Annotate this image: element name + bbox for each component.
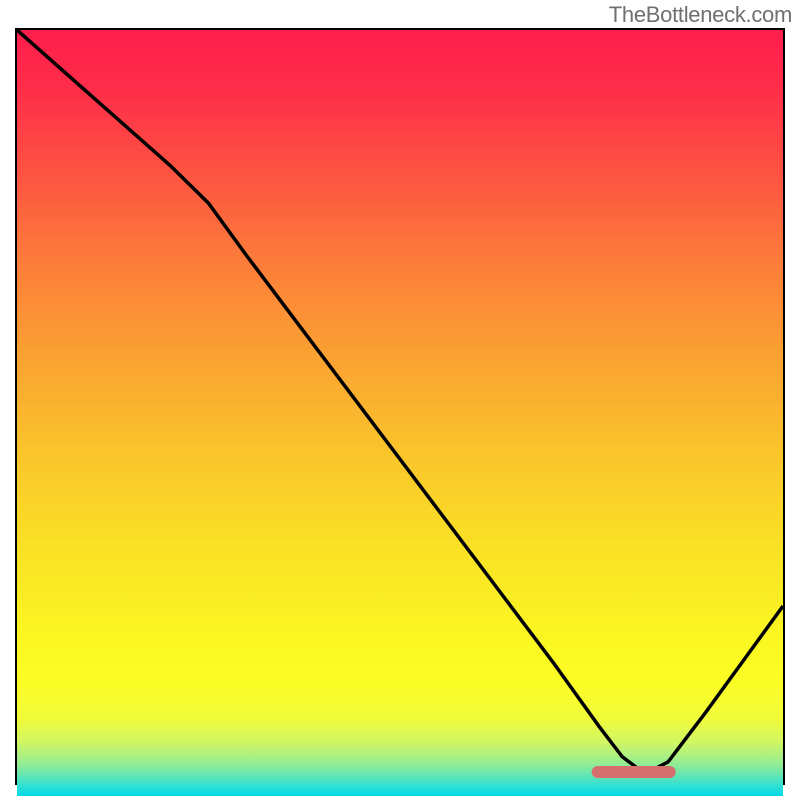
plot-area xyxy=(15,28,785,785)
curve-line xyxy=(17,30,783,783)
chart-container: TheBottleneck.com xyxy=(0,0,800,800)
optimal-marker xyxy=(591,766,676,778)
attribution-text: TheBottleneck.com xyxy=(609,2,792,28)
